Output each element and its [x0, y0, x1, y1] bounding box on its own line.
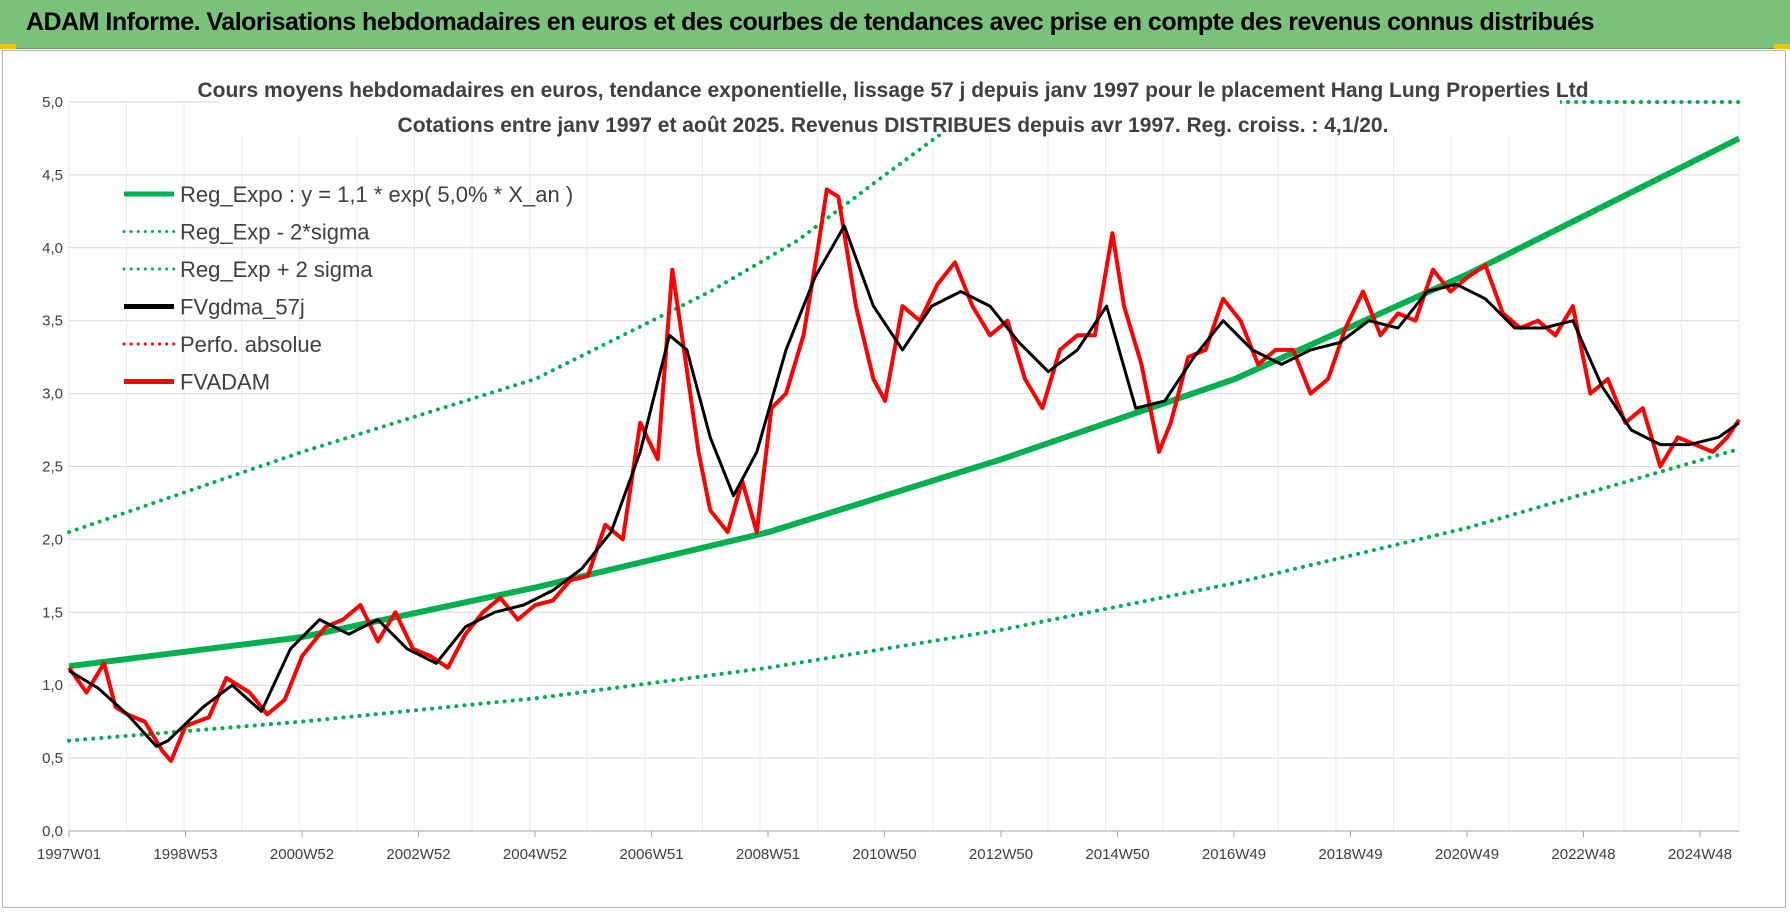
y-tick-label: 0,5 — [42, 750, 63, 767]
y-tick-label: 2,0 — [42, 531, 63, 548]
series-reg-expo-line — [68, 135, 1741, 670]
y-tick-label: 0,0 — [42, 823, 63, 840]
series-fvadam-line — [67, 187, 1741, 763]
series-reg-exp-plus-2sigma-line — [67, 100, 1741, 535]
corner-mark-left — [0, 44, 16, 49]
x-tick-label: 2004W52 — [503, 846, 567, 863]
legend-label-3: FVgdma_57j — [180, 295, 305, 320]
x-tick-label: 2000W52 — [270, 846, 334, 863]
chart-title: Cours moyens hebdomadaires en euros, ten… — [197, 79, 1588, 102]
series-reg-exp-minus-2sigma-line — [67, 447, 1741, 743]
y-axis: 0,0 0,5 1,0 1,5 2,0 2,5 3,0 3,5 4,0 4,5 5,0 — [42, 94, 63, 840]
series-fvgdma-57j-line — [68, 224, 1740, 748]
x-tick-label: 2010W50 — [852, 846, 916, 863]
x-tick-label: 2006W51 — [619, 846, 683, 863]
chart-titles: Cours moyens hebdomadaires en euros, ten… — [197, 74, 1589, 137]
x-tick-label: 2008W51 — [736, 846, 800, 863]
x-tick-label: 2018W49 — [1318, 846, 1382, 863]
x-tick-label: 2012W50 — [969, 846, 1033, 863]
x-tick-label: 2024W48 — [1668, 846, 1732, 863]
corner-mark-right — [1774, 44, 1790, 49]
x-tick-label: 2020W49 — [1435, 846, 1499, 863]
y-tick-label: 5,0 — [42, 94, 63, 111]
legend-label-1: Reg_Exp - 2*sigma — [180, 220, 370, 245]
y-tick-label: 2,5 — [42, 459, 63, 476]
x-axis: 1997W01 1998W53 2000W52 2002W52 2004W52 2006W… — [37, 831, 1732, 863]
x-tick-label: 1997W01 — [37, 846, 101, 863]
header-title: ADAM Informe. Valorisations hebdomadaire… — [26, 8, 1594, 36]
chart-frame — [2, 50, 1786, 908]
legend-label-4: Perfo. absolue — [180, 332, 322, 357]
y-tick-label: 4,0 — [42, 240, 63, 257]
legend-label-2: Reg_Exp + 2 sigma — [180, 257, 373, 282]
x-tick-label: 1998W53 — [153, 846, 217, 863]
y-tick-label: 1,5 — [42, 604, 63, 621]
y-tick-label: 4,5 — [42, 167, 63, 184]
y-tick-label: 3,5 — [42, 313, 63, 330]
chart-grid — [68, 101, 1740, 832]
header-banner: ADAM Informe. Valorisations hebdomadaire… — [0, 0, 1790, 49]
legend-label-0: Reg_Expo : y = 1,1 * exp( 5,0% * X_an ) — [180, 182, 573, 207]
legend: Reg_Expo : y = 1,1 * exp( 5,0% * X_an ) R… — [122, 182, 573, 395]
title-background — [220, 74, 1560, 134]
y-tick-label: 1,0 — [42, 677, 63, 694]
legend-label-5: FVADAM — [180, 370, 270, 395]
x-tick-label: 2016W49 — [1202, 846, 1266, 863]
chart-subtitle: Cotations entre janv 1997 et août 2025. … — [398, 114, 1389, 137]
y-tick-label: 3,0 — [42, 386, 63, 403]
x-tick-label: 2022W48 — [1551, 846, 1615, 863]
x-tick-label: 2002W52 — [386, 846, 450, 863]
x-tick-label: 2014W50 — [1085, 846, 1149, 863]
